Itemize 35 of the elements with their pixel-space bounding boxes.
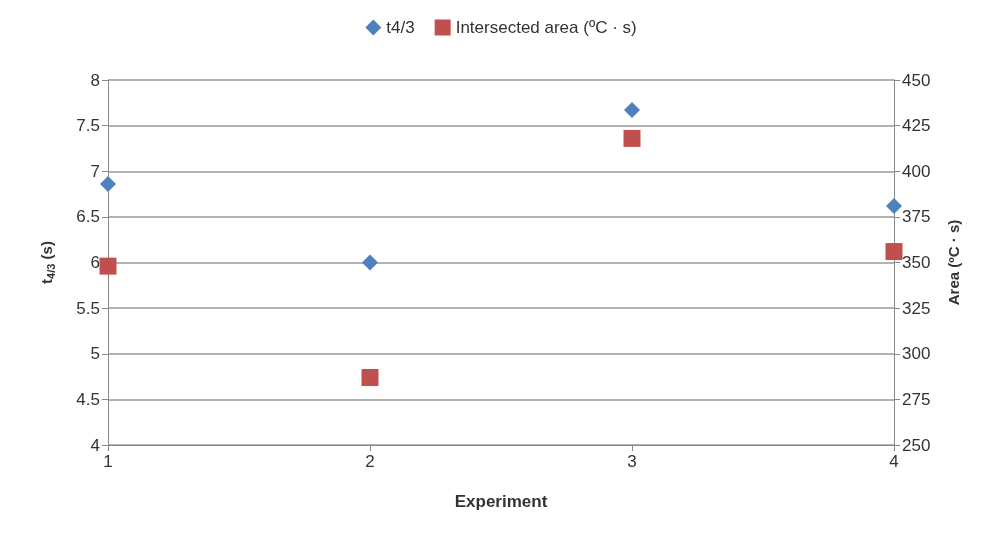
legend-label: Intersected area (ºC · s)	[455, 18, 637, 37]
point	[886, 197, 902, 214]
point	[623, 129, 641, 147]
x-tick-label: 2	[365, 452, 375, 471]
point	[624, 102, 640, 119]
y2-tick-label: 350	[902, 253, 931, 272]
y-tick-label: 5	[90, 344, 100, 364]
x-tick-label: 4	[889, 452, 899, 471]
point	[361, 368, 379, 386]
x-tick-label: 3	[627, 452, 637, 471]
point	[885, 243, 903, 261]
y-tick-label: 7.5	[76, 116, 100, 136]
y2-tick-label: 250	[902, 435, 931, 455]
y-tick-label: 6	[90, 253, 100, 272]
y2-tick-label: 300	[902, 344, 931, 364]
y-tick-label: 4.5	[76, 389, 100, 409]
y-tick-label: 4	[90, 435, 100, 455]
y2-tick-label: 450	[902, 70, 931, 90]
y2-tick-label: 275	[902, 389, 931, 409]
x-tick-label: 1	[103, 452, 113, 471]
y-tick-label: 8	[90, 70, 100, 90]
point	[362, 254, 378, 271]
legend-label: t4/3	[386, 18, 415, 37]
y-axis-title: t4/3 (s)	[38, 241, 57, 284]
y2-tick-label: 375	[902, 207, 931, 227]
y2-axis-title: Area (ºC · s)	[945, 219, 962, 306]
y2-tick-label: 425	[902, 116, 931, 136]
y-tick-label: 5.5	[76, 298, 100, 318]
point	[100, 176, 116, 193]
point	[99, 257, 117, 275]
y-tick-label: 6.5	[76, 207, 100, 227]
y2-tick-label: 325	[902, 298, 931, 318]
y-tick-label: 7	[90, 161, 100, 181]
y2-tick-label: 400	[902, 161, 931, 181]
x-axis-title: Experiment	[454, 492, 548, 511]
